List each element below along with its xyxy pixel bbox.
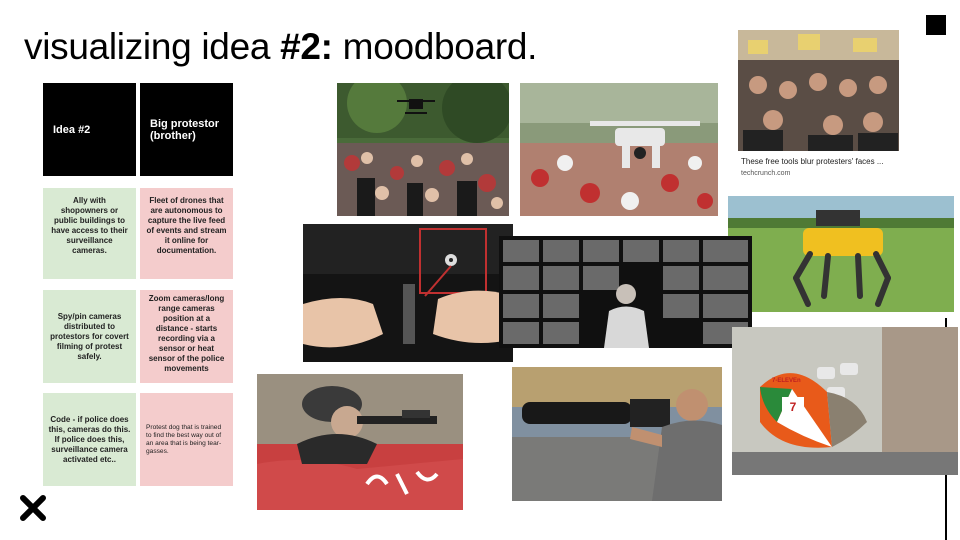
idea-text: Spy/pin cameras distributed to protestor…: [50, 311, 129, 361]
photo-white-drone: [520, 83, 718, 216]
idea-text: Ally with shopowners or public buildings…: [51, 196, 128, 255]
image-caption-title[interactable]: These free tools blur protesters' faces …: [741, 157, 884, 166]
photo-monitor-wall: [499, 236, 752, 348]
photo-drone-over-crowd: [337, 83, 509, 216]
title-suffix: moodboard.: [332, 26, 538, 67]
photo-protester-rifle: [257, 374, 463, 510]
idea-text: Fleet of drones that are autonomous to c…: [146, 196, 227, 255]
idea-cell-drones: Fleet of drones that are autonomous to c…: [140, 188, 233, 279]
svg-text:7: 7: [790, 400, 797, 414]
title-idea-number: #2:: [280, 26, 333, 67]
header-idea-label: Idea #2: [53, 123, 91, 136]
square-icon: [926, 15, 946, 35]
idea-cell-protest-dog: Protest dog that is trained to find the …: [140, 393, 233, 486]
image-caption-source: techcrunch.com: [741, 170, 791, 177]
header-protestor-label: Big protestor (brother): [150, 117, 220, 142]
photo-blurred-protesters: [738, 30, 899, 151]
title-prefix: visualizing idea: [24, 26, 281, 67]
idea-cell-code: Code - if police does this, cameras do t…: [43, 393, 136, 486]
idea-text: Zoom cameras/long range cameras position…: [148, 294, 225, 373]
header-idea-cell: Idea #2: [43, 83, 136, 176]
umbrella-brand-text: 7-ELEVEn: [772, 378, 801, 384]
photo-pin-camera: [303, 224, 513, 362]
idea-text: Code - if police does this, cameras do t…: [48, 414, 131, 464]
slide-title: visualizing idea #2: moodboard.: [24, 24, 537, 70]
photo-umbrella-cameras: 7 7-ELEVEn: [732, 327, 958, 475]
idea-cell-zoom-cameras: Zoom cameras/long range cameras position…: [140, 290, 233, 383]
x-mark-icon[interactable]: [19, 494, 47, 522]
header-protestor-cell: Big protestor (brother): [140, 83, 233, 176]
photo-robot-dog: [728, 196, 954, 312]
idea-cell-pin-cameras: Spy/pin cameras distributed to protestor…: [43, 290, 136, 383]
photo-long-lens-photographer: [512, 367, 722, 501]
idea-text: Protest dog that is trained to find the …: [146, 423, 222, 455]
idea-cell-shopowners: Ally with shopowners or public buildings…: [43, 188, 136, 279]
